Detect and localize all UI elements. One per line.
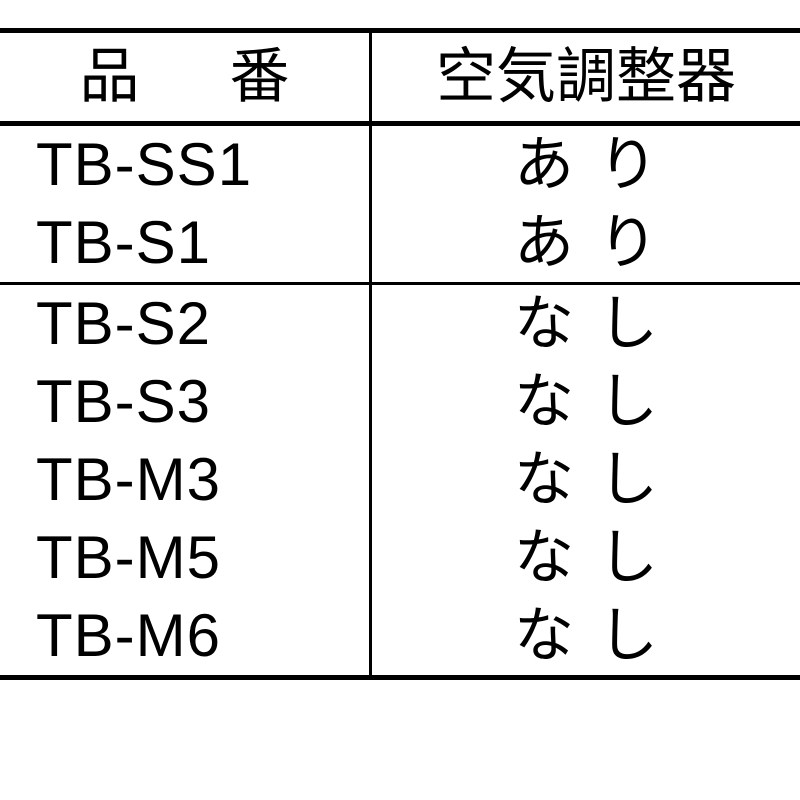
- spec-table: 品 番 空気調整器 TB-SS1 あり TB-S1 あり TB-S2 なし: [0, 28, 800, 680]
- table-row: TB-SS1 あり: [0, 124, 800, 205]
- cell-code: TB-SS1: [0, 124, 371, 205]
- header-air-regulator: 空気調整器: [371, 31, 800, 124]
- cell-code: TB-S1: [0, 204, 371, 284]
- header-row: 品 番 空気調整器: [0, 31, 800, 124]
- cell-code: TB-S3: [0, 363, 371, 441]
- table-row: TB-S2 なし: [0, 284, 800, 364]
- page: 品 番 空気調整器 TB-SS1 あり TB-S1 あり TB-S2 なし: [0, 0, 800, 800]
- header-col-a-char1: 品: [80, 47, 140, 107]
- table-row: TB-M5 なし: [0, 519, 800, 597]
- cell-value: あり: [371, 124, 800, 205]
- cell-code: TB-S2: [0, 284, 371, 364]
- table-row: TB-S1 あり: [0, 204, 800, 284]
- cell-value: なし: [371, 441, 800, 519]
- cell-value: あり: [371, 204, 800, 284]
- header-product-number: 品 番: [0, 31, 371, 124]
- cell-value: なし: [371, 519, 800, 597]
- table-row: TB-S3 なし: [0, 363, 800, 441]
- cell-code: TB-M3: [0, 441, 371, 519]
- cell-value: なし: [371, 597, 800, 678]
- cell-code: TB-M5: [0, 519, 371, 597]
- header-col-a-char2: 番: [230, 47, 290, 107]
- table-row: TB-M6 なし: [0, 597, 800, 678]
- cell-code: TB-M6: [0, 597, 371, 678]
- cell-value: なし: [371, 284, 800, 364]
- cell-value: なし: [371, 363, 800, 441]
- table-row: TB-M3 なし: [0, 441, 800, 519]
